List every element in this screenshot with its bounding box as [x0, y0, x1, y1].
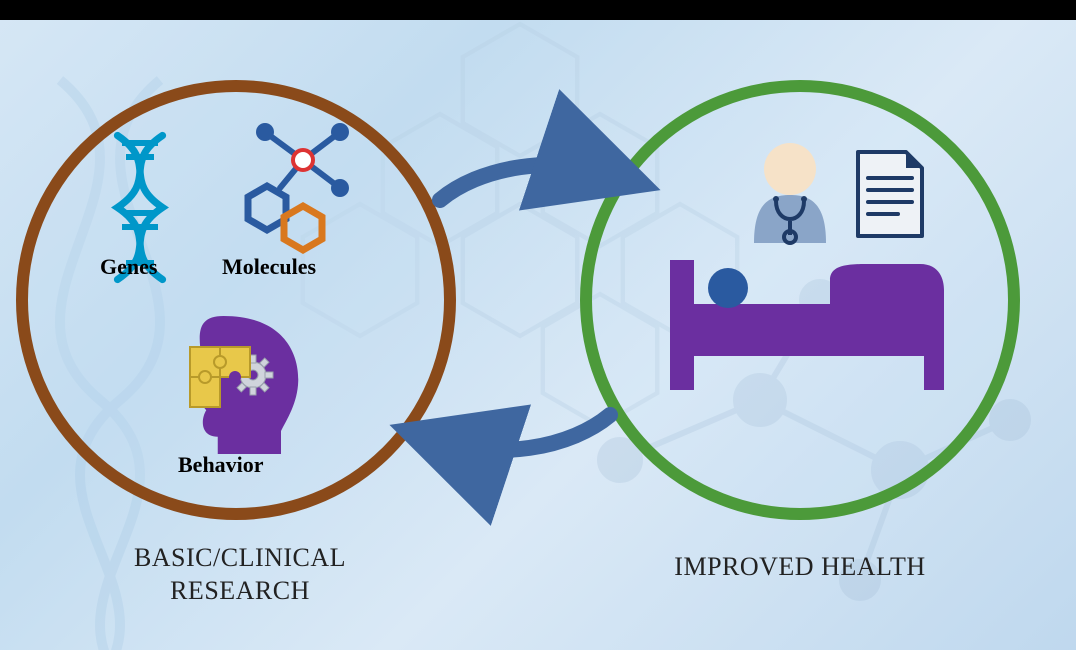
left-caption-line2: RESEARCH: [170, 576, 310, 605]
genes-label: Genes: [100, 254, 157, 280]
molecules-label: Molecules: [222, 254, 316, 280]
top-black-bar: [0, 0, 1076, 20]
right-caption: IMPROVED HEALTH: [630, 552, 970, 582]
right-caption-text: IMPROVED HEALTH: [674, 552, 925, 581]
diagram-canvas: Genes Molecules Behavior: [0, 0, 1076, 650]
left-caption: BASIC/CLINICAL RESEARCH: [70, 542, 410, 607]
left-caption-line1: BASIC/CLINICAL: [134, 543, 346, 572]
right-circle-health: [580, 80, 1020, 520]
behavior-label: Behavior: [178, 452, 264, 478]
